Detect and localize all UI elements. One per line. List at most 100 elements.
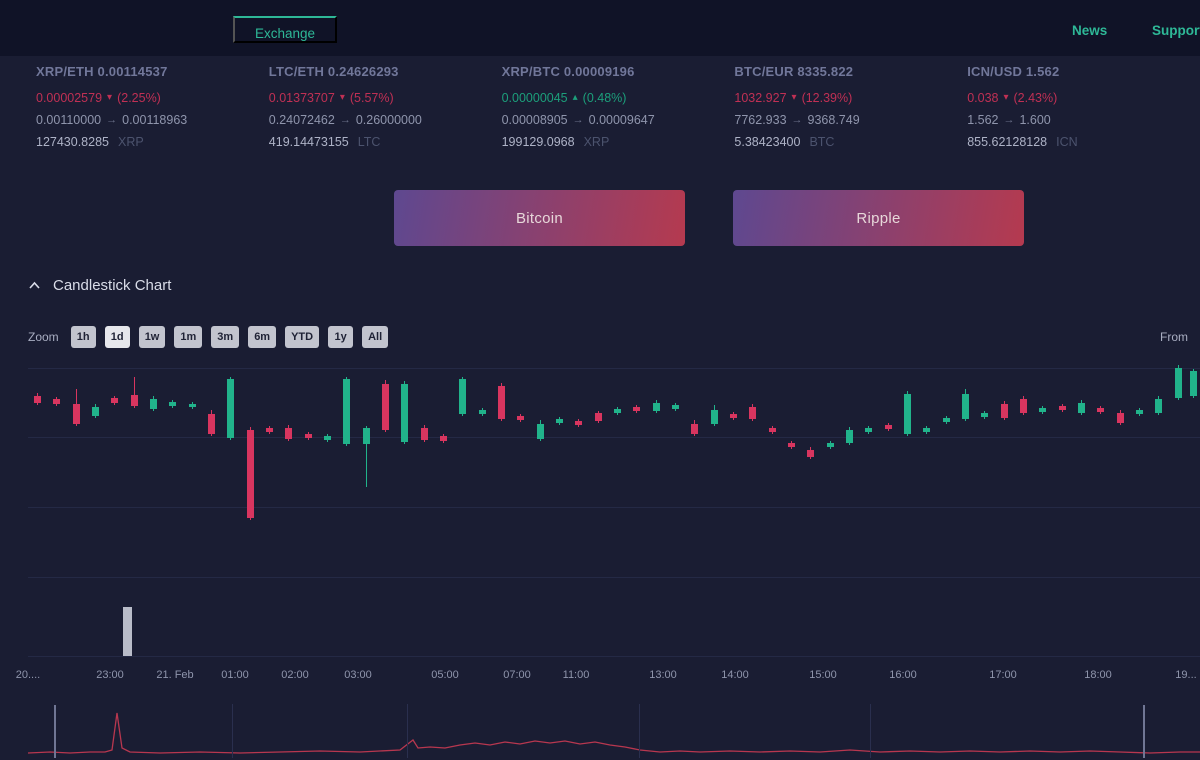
candle-down <box>439 436 447 441</box>
candle-down <box>1116 413 1124 423</box>
candle-wick <box>133 377 135 408</box>
candle-wick <box>693 420 695 436</box>
chart-gridline <box>28 656 1200 657</box>
candle-wick <box>461 377 463 416</box>
candle-up <box>91 407 99 416</box>
candle-up <box>478 410 486 414</box>
candle-up <box>1038 408 1046 412</box>
candle-wick <box>964 389 966 421</box>
zoom-button-6m[interactable]: 6m <box>248 326 277 348</box>
candle-up <box>613 409 621 413</box>
zoom-button-3m[interactable]: 3m <box>211 326 240 348</box>
candle-up <box>980 413 988 417</box>
x-axis-label: 21. Feb <box>156 669 194 681</box>
candle-wick <box>771 426 773 434</box>
candle-up <box>400 384 408 442</box>
ticker-xrp-eth[interactable]: XRP/ETH 0.00114537 0.00002579 ▾ (2.25%) … <box>36 64 269 157</box>
ticker-pair: LTC/ETH 0.24626293 <box>268 64 399 79</box>
candle-up <box>864 428 872 432</box>
navigator-gridline <box>232 704 233 758</box>
ticker-xrp-btc[interactable]: XRP/BTC 0.00009196 0.00000045 ▴ (0.48%) … <box>502 64 735 157</box>
zoom-button-ytd[interactable]: YTD <box>285 326 320 348</box>
candle-down <box>52 399 60 404</box>
candle-up <box>149 399 157 409</box>
candle-up <box>1154 399 1162 413</box>
navigator-handle-left[interactable] <box>54 705 56 758</box>
volume-bar <box>122 607 132 656</box>
candle-up <box>671 405 679 409</box>
ticker-range-low: 0.00110000 <box>36 113 102 127</box>
candle-down <box>304 434 312 438</box>
candle-down <box>1019 399 1027 413</box>
candle-down <box>632 407 640 411</box>
navigator-gridline <box>407 704 408 758</box>
ticker-change-percent: (2.43%) <box>1013 91 1058 105</box>
candle-wick <box>655 400 657 413</box>
candle-wick <box>36 393 38 405</box>
candle-down <box>768 428 776 432</box>
x-axis-label: 17:00 <box>989 669 1017 681</box>
zoom-button-1w[interactable]: 1w <box>138 326 166 348</box>
news-link[interactable]: News <box>1072 23 1108 38</box>
candle-wick <box>171 400 173 408</box>
ticker-volume: 199129.0968 <box>501 135 575 149</box>
zoom-button-1y[interactable]: 1y <box>328 326 354 348</box>
candle-up <box>323 436 331 440</box>
ticker-range-low: 0.00008905 <box>501 113 568 127</box>
navigator-handle-right[interactable] <box>1143 705 1145 758</box>
candle-wick <box>326 434 328 442</box>
ticker-ltc-eth[interactable]: LTC/ETH 0.24626293 0.01373707 ▾ (5.57%) … <box>269 64 502 157</box>
candle-wick <box>152 396 154 411</box>
ticker-icn-usd[interactable]: ICN/USD 1.562 0.038 ▾ (2.43%) 1.562 → 1.… <box>967 64 1200 157</box>
support-link[interactable]: Support <box>1152 23 1200 38</box>
candle-up <box>961 394 969 419</box>
candle-down <box>130 395 138 406</box>
candle-down <box>806 450 814 457</box>
x-axis-label: 18:00 <box>1084 669 1112 681</box>
candle-wick <box>345 377 347 446</box>
candle-wick <box>597 411 599 423</box>
candle-down <box>574 421 582 425</box>
candle-wick <box>577 419 579 427</box>
zoom-button-1d[interactable]: 1d <box>104 326 130 348</box>
candle-wick <box>809 447 811 459</box>
candle-wick <box>1022 396 1024 415</box>
candle-up <box>845 430 853 443</box>
direction-arrow-icon: ▴ <box>572 92 578 103</box>
zoom-button-1h[interactable]: 1h <box>70 326 96 348</box>
candle-up <box>710 410 718 424</box>
candle-down <box>381 384 389 430</box>
candle-down <box>265 428 273 432</box>
candle-wick <box>55 397 57 406</box>
x-axis-label: 20.... <box>15 669 41 681</box>
ticker-pair: ICN/USD 1.562 <box>967 64 1060 79</box>
candle-up <box>1189 371 1197 396</box>
ticker-range-low: 0.24072462 <box>268 113 335 127</box>
tab-exchange[interactable]: Exchange <box>233 16 337 43</box>
candle-wick <box>867 426 869 434</box>
candle-wick <box>635 405 637 413</box>
ticker-strip: XRP/ETH 0.00114537 0.00002579 ▾ (2.25%) … <box>0 64 1200 157</box>
ticker-range-high: 0.00118963 <box>122 113 188 127</box>
ticker-change-value: 1032.927 <box>734 91 787 105</box>
candle-down <box>246 430 254 518</box>
collapse-section-button[interactable] <box>28 281 41 290</box>
candle-wick <box>848 427 850 445</box>
ticker-pair: XRP/BTC 0.00009196 <box>501 64 635 79</box>
zoom-button-1m[interactable]: 1m <box>174 326 203 348</box>
x-axis-label: 01:00 <box>221 669 249 681</box>
candle-wick <box>307 432 309 440</box>
candle-wick <box>1157 396 1159 415</box>
ticker-range-high: 1.600 <box>1019 113 1051 127</box>
candle-up <box>536 424 544 439</box>
navigator-gridline <box>870 704 871 758</box>
ticker-btc-eur[interactable]: BTC/EUR 8335.822 1032.927 ▾ (12.39%) 776… <box>734 64 967 157</box>
candle-wick <box>1041 406 1043 414</box>
candle-wick <box>365 426 367 487</box>
bitcoin-button[interactable]: Bitcoin <box>394 190 685 246</box>
range-arrow-icon: → <box>339 114 351 126</box>
zoom-button-all[interactable]: All <box>362 326 389 348</box>
candle-wick <box>94 404 96 418</box>
ripple-button[interactable]: Ripple <box>733 190 1024 246</box>
candle-down <box>594 413 602 421</box>
